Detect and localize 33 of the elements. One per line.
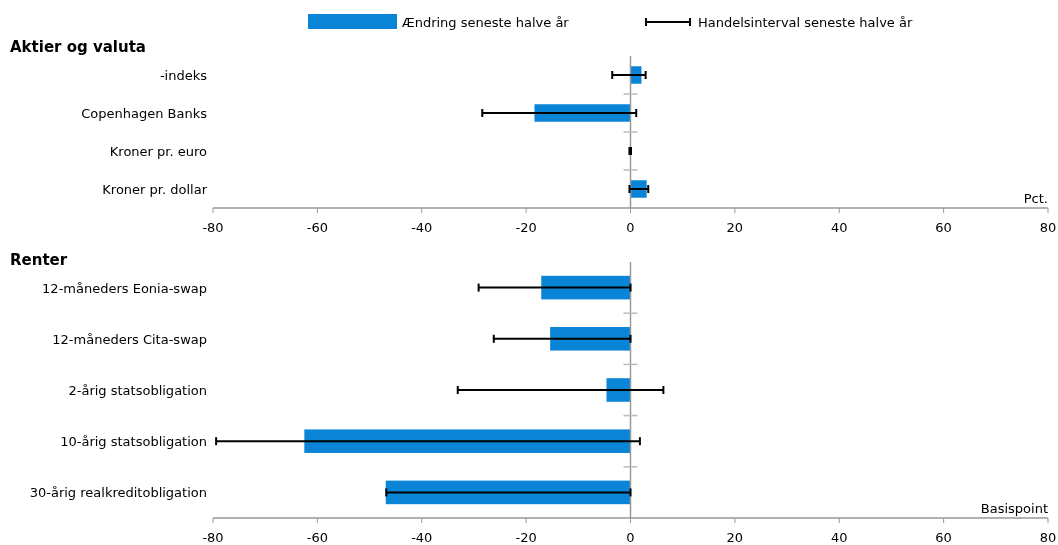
x-tick-label: -40	[411, 220, 433, 235]
x-tick-label: -20	[515, 530, 537, 545]
x-tick-label: 60	[935, 220, 952, 235]
y-tick-label: Kroner pr. dollar	[102, 182, 208, 197]
x-tick-label: 20	[726, 220, 744, 235]
x-tick-label: 80	[1039, 220, 1057, 235]
y-tick-label: 30-årig realkreditobligation	[29, 485, 207, 501]
y-tick-label: Kroner pr. euro	[109, 144, 208, 159]
text: Ændring seneste halve år	[402, 15, 570, 30]
y-tick-label: 10-årig statsobligation	[60, 434, 207, 450]
text: Aktier og valuta	[10, 38, 146, 56]
x-tick-label: 0	[626, 220, 635, 235]
x-tick-label: 20	[726, 530, 744, 545]
x-tick-label: -40	[411, 530, 433, 545]
x-tick-label: 40	[830, 220, 848, 235]
x-tick-label: 60	[935, 530, 952, 545]
x-axis-title: Basispoint	[980, 501, 1048, 516]
x-tick-label: 80	[1039, 530, 1057, 545]
x-tick-label: -60	[306, 220, 328, 235]
x-tick-label: -80	[202, 220, 224, 235]
x-tick-label: -60	[306, 530, 328, 545]
y-tick-label: Copenhagen Banks	[81, 106, 208, 121]
x-tick-label: 40	[830, 530, 848, 545]
x-axis-title: Pct.	[1023, 191, 1048, 206]
x-tick-label: -20	[515, 220, 537, 235]
x-tick-label: -80	[202, 530, 224, 545]
y-tick-label: 12-måneders Eonia-swap	[42, 280, 207, 296]
y-tick-label: 12-måneders Cita-swap	[52, 331, 207, 347]
text: Renter	[10, 251, 68, 269]
y-tick-label: 2-årig statsobligation	[68, 383, 207, 398]
x-tick-label: 0	[626, 530, 635, 545]
text: Handelsinterval seneste halve år	[698, 15, 913, 30]
y-tick-label: -indeks	[159, 68, 208, 83]
